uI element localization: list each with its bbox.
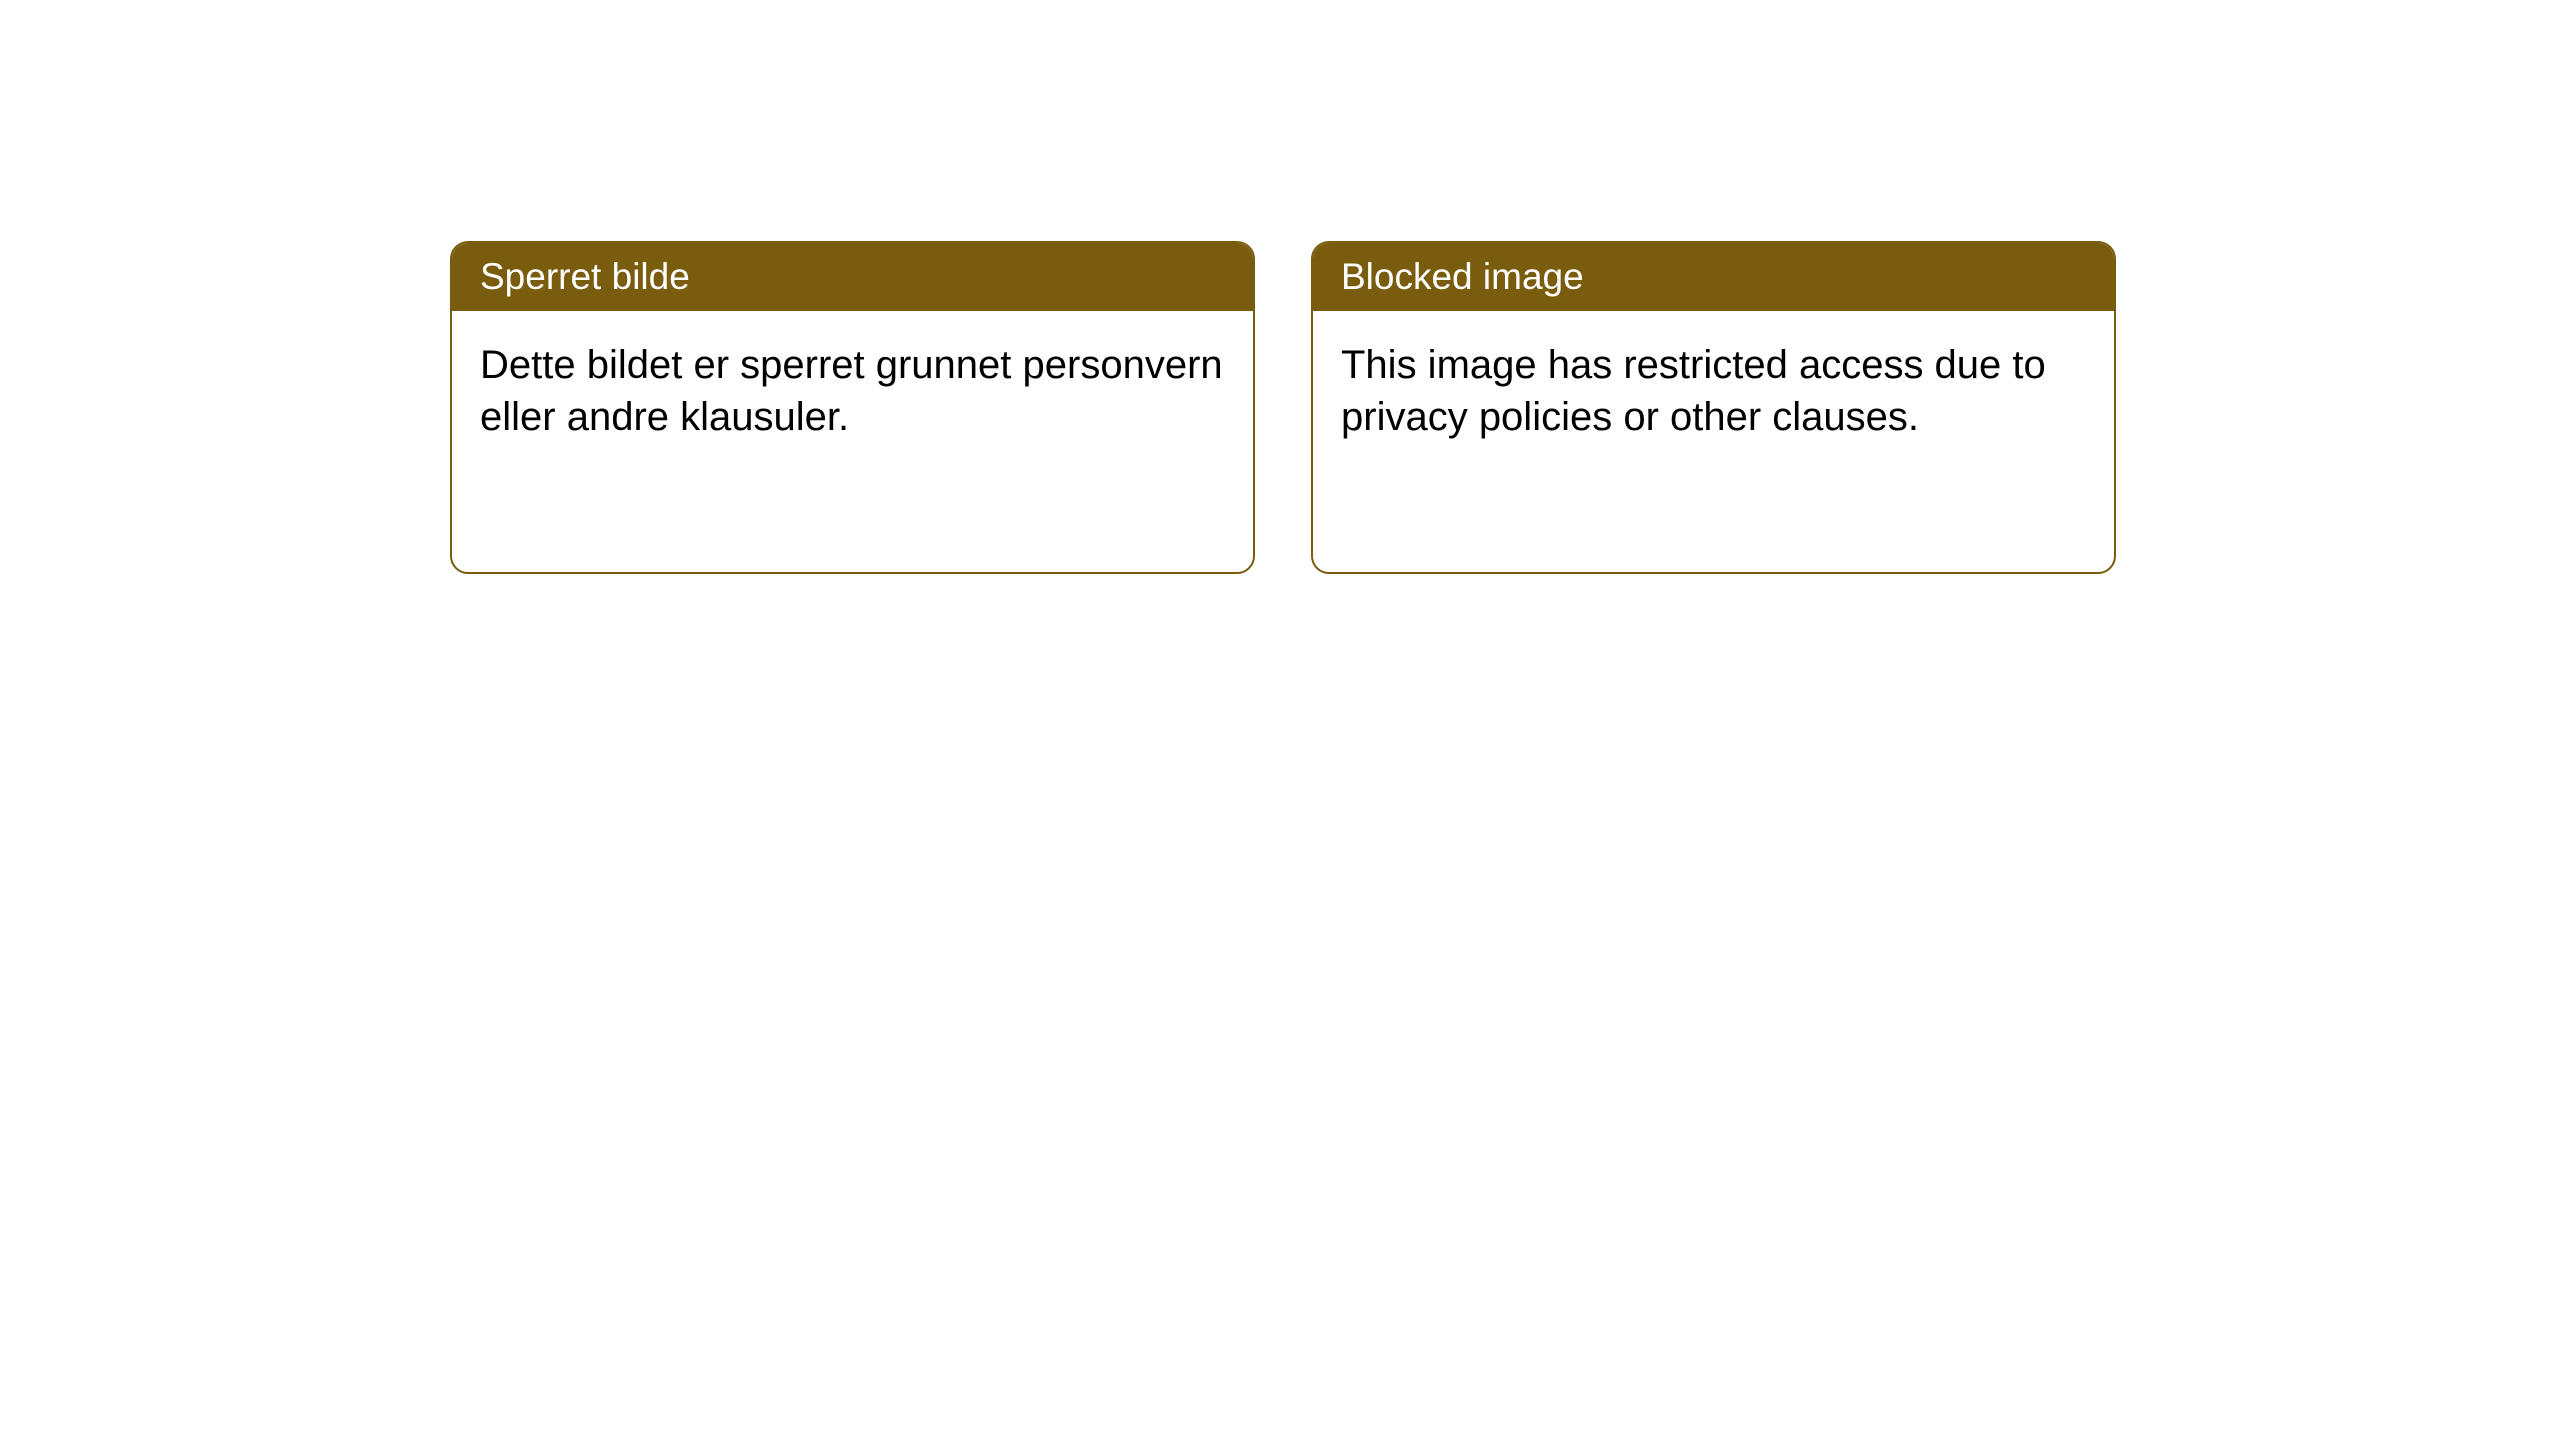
- notice-container: Sperret bilde Dette bildet er sperret gr…: [0, 0, 2560, 574]
- notice-message: Dette bildet er sperret grunnet personve…: [480, 343, 1223, 439]
- notice-title: Sperret bilde: [480, 256, 690, 297]
- notice-header: Blocked image: [1313, 243, 2114, 311]
- notice-card-norwegian: Sperret bilde Dette bildet er sperret gr…: [450, 241, 1255, 574]
- notice-header: Sperret bilde: [452, 243, 1253, 311]
- notice-body: This image has restricted access due to …: [1313, 311, 2114, 471]
- notice-body: Dette bildet er sperret grunnet personve…: [452, 311, 1253, 471]
- notice-title: Blocked image: [1341, 256, 1584, 297]
- notice-card-english: Blocked image This image has restricted …: [1311, 241, 2116, 574]
- notice-message: This image has restricted access due to …: [1341, 343, 2046, 439]
